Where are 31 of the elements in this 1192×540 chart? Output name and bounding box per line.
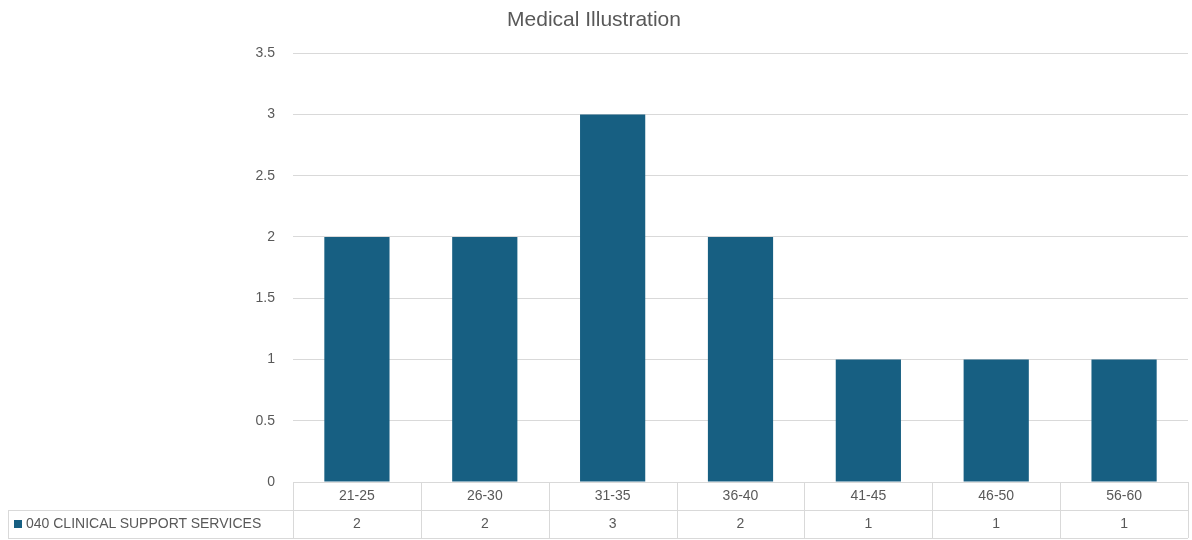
data-label: 1: [992, 514, 1001, 531]
bar: [707, 236, 774, 482]
x-tick-label: 41-45: [850, 486, 887, 503]
y-tick-label: 2: [267, 227, 276, 244]
bar: [963, 359, 1029, 482]
x-tick-label: 46-50: [978, 486, 1015, 503]
bar: [580, 114, 646, 482]
bar: [1091, 359, 1157, 482]
x-tick-label: 21-25: [339, 486, 376, 503]
data-label: 2: [736, 514, 745, 531]
x-tick-label: 36-40: [722, 486, 759, 503]
x-tick-label: 56-60: [1106, 486, 1143, 503]
y-tick-label: 1.5: [255, 289, 276, 306]
y-tick-label: 3.5: [255, 44, 276, 61]
y-tick-label: 0.5: [255, 411, 276, 428]
x-tick-label: 31-35: [594, 486, 631, 503]
y-tick-label: 1: [267, 350, 276, 367]
bar: [452, 236, 518, 482]
data-label: 2: [480, 514, 489, 531]
y-tick-label: 2.5: [255, 166, 276, 183]
data-label: 1: [1120, 514, 1129, 531]
y-tick-label: 0: [267, 472, 276, 489]
bar: [324, 236, 390, 482]
legend-label: 040 CLINICAL SUPPORT SERVICES: [26, 514, 262, 531]
data-label: 3: [608, 514, 617, 531]
y-tick-label: 3: [267, 105, 276, 122]
chart-title: Medical Illustration: [507, 7, 681, 31]
data-label: 2: [353, 514, 362, 531]
data-label: 1: [864, 514, 873, 531]
bar: [835, 359, 901, 482]
x-tick-label: 26-30: [466, 486, 503, 503]
